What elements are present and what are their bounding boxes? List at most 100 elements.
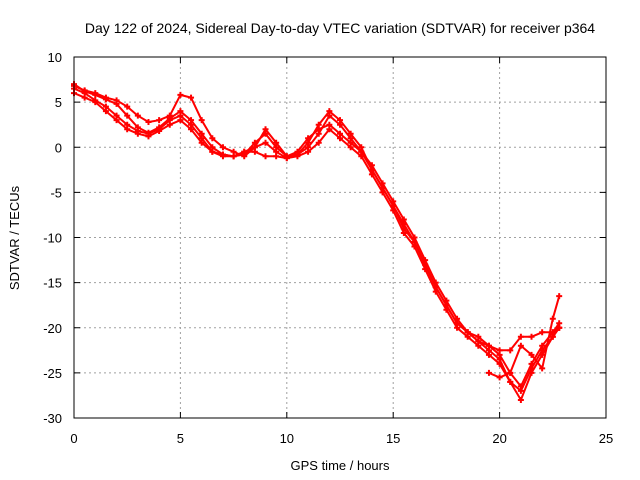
y-tick-label: -5 (50, 185, 62, 200)
data-point (517, 342, 524, 349)
data-point (315, 139, 322, 146)
data-point (92, 90, 99, 97)
data-point (507, 369, 514, 376)
data-point (251, 144, 258, 151)
data-point (517, 396, 524, 403)
data-point (294, 148, 301, 155)
data-point (177, 91, 184, 98)
data-point (337, 130, 343, 137)
data-point (219, 151, 226, 158)
data-point (198, 117, 205, 124)
data-point (156, 117, 163, 124)
data-point (485, 369, 492, 376)
data-point (81, 94, 88, 101)
data-point (517, 333, 524, 340)
data-point (315, 126, 322, 133)
data-point (305, 148, 312, 155)
data-point (443, 302, 450, 309)
data-point (81, 87, 88, 94)
y-tick-label: 0 (55, 140, 62, 155)
data-point (177, 117, 184, 124)
data-point (400, 225, 407, 232)
y-tick-label: -25 (43, 366, 62, 381)
data-point (273, 148, 280, 155)
data-point (92, 99, 99, 106)
data-point (273, 139, 280, 146)
y-tick-label: 10 (48, 50, 62, 65)
grid-lines (74, 57, 606, 418)
data-point (188, 94, 195, 101)
data-point (124, 112, 131, 119)
data-point (556, 324, 563, 331)
data-point (539, 347, 546, 354)
data-point (496, 374, 503, 381)
data-point (507, 378, 514, 385)
data-point (379, 184, 386, 191)
data-point (485, 342, 492, 349)
y-tick-label: 5 (55, 95, 62, 110)
data-point (209, 148, 216, 155)
data-point (198, 139, 205, 146)
data-point (549, 315, 556, 322)
y-tick-label: -15 (43, 276, 62, 291)
data-point (188, 126, 195, 133)
data-point (390, 202, 397, 209)
data-point (102, 94, 109, 101)
data-point (337, 117, 343, 124)
data-point (134, 112, 141, 119)
data-point (326, 108, 333, 115)
data-point (166, 121, 173, 128)
data-point (496, 360, 503, 367)
x-tick-label: 10 (280, 431, 294, 446)
data-point (358, 148, 365, 155)
x-tick-label: 15 (386, 431, 400, 446)
data-point (113, 97, 120, 104)
y-axis-label: SDTVAR / TECUs (7, 185, 22, 290)
data-point (528, 365, 535, 372)
data-point (475, 338, 482, 345)
data-point (347, 139, 354, 146)
data-point (230, 148, 237, 155)
data-point (283, 153, 290, 160)
data-point (305, 135, 312, 142)
y-tick-label: -10 (43, 231, 62, 246)
data-point (145, 118, 152, 125)
data-point (368, 166, 375, 173)
data-point (411, 239, 418, 246)
data-point (528, 333, 535, 340)
data-point (134, 130, 141, 137)
data-point (145, 133, 152, 140)
data-point (556, 293, 563, 300)
data-point (124, 103, 131, 110)
data-point (219, 144, 226, 151)
x-tick-label: 5 (177, 431, 184, 446)
data-point (507, 347, 514, 354)
data-point (496, 347, 503, 354)
data-point (124, 126, 131, 133)
data-point (485, 351, 492, 358)
data-point (156, 128, 163, 135)
x-tick-label: 0 (70, 431, 77, 446)
data-point (539, 365, 546, 372)
data-point (113, 117, 120, 124)
data-point (517, 387, 524, 394)
data-point (262, 126, 269, 133)
data-point (262, 153, 269, 160)
x-tick-label: 20 (492, 431, 506, 446)
data-point (422, 261, 429, 268)
data-point (326, 121, 333, 128)
data-point (102, 108, 109, 115)
data-point (166, 112, 173, 119)
data-point (347, 130, 354, 137)
y-tick-label: -20 (43, 321, 62, 336)
x-axis-label: GPS time / hours (291, 458, 390, 473)
data-point (241, 153, 248, 160)
data-point (528, 351, 535, 358)
data-point (209, 135, 216, 142)
data-point (454, 320, 461, 327)
x-tick-label: 25 (599, 431, 613, 446)
y-tick-label: -30 (43, 411, 62, 426)
axis-ticks: 0 5 10 15 20 25 10 5 0 -5 -10 -15 -20 -25 -30 (43, 50, 613, 446)
chart-title: Day 122 of 2024, Sidereal Day-to-day VTE… (85, 20, 595, 36)
